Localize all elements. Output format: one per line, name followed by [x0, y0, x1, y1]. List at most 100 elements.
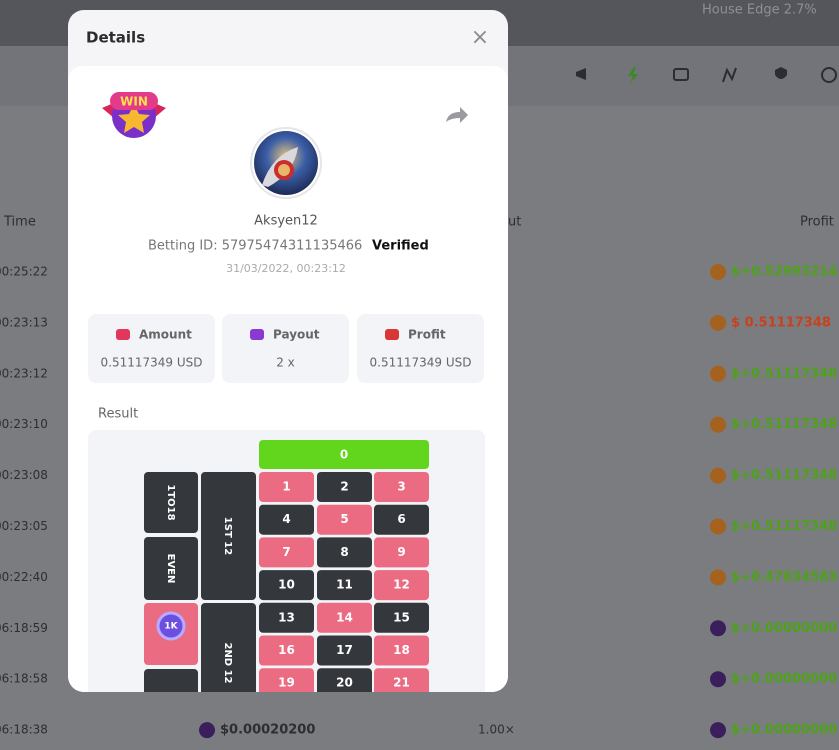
row-profit: $+0.47834583: [731, 570, 837, 585]
number-cell: [317, 570, 372, 601]
stat-value: 2 x: [276, 356, 295, 370]
stat-label: Payout: [273, 328, 320, 342]
number-label: 17: [336, 643, 353, 657]
number-label: 12: [393, 578, 410, 592]
modal-title: Details: [86, 29, 145, 47]
details-modal: Details × WIN Aksyen12 Betting ID: 57975…: [68, 10, 508, 692]
outside-cell: [144, 669, 198, 692]
number-cell: [259, 602, 314, 633]
number-label: 11: [336, 578, 353, 592]
number-cell: [259, 504, 314, 535]
number-label: 7: [282, 545, 290, 559]
number-label: 9: [397, 545, 405, 559]
result-label: Result: [98, 407, 138, 422]
coin-icon: [710, 365, 726, 382]
number-cell: [259, 537, 314, 568]
number-label: 2: [340, 480, 348, 494]
coin-icon: [710, 467, 726, 484]
verified: Verified: [372, 239, 429, 254]
number-label: 18: [393, 643, 410, 657]
coin-icon: [710, 416, 726, 433]
coin-icon: [199, 722, 215, 739]
row-time: 00:23:13: [0, 315, 48, 329]
number-cell: [374, 602, 429, 633]
row-profit: $+0.51117348: [731, 468, 837, 483]
row-profit: $+0.51117348: [731, 519, 837, 534]
row-time: 00:23:05: [0, 519, 48, 533]
betting-id: Betting ID: 57975474311135466: [148, 239, 362, 254]
number-label: 21: [393, 676, 410, 690]
coin-icon: [710, 518, 726, 535]
badge-text: WIN: [120, 95, 148, 109]
number-label: 16: [278, 643, 295, 657]
stats: Amount 0.51117349 USD Payout 2 x Profit 0.511…: [88, 314, 484, 383]
row-time: 06:18:38: [0, 723, 48, 737]
number-cell: [259, 668, 314, 692]
number-label: 3: [397, 480, 405, 494]
stat-icon: [385, 329, 399, 340]
row-time: 00:22:40: [0, 570, 48, 584]
col-profit: Profit: [800, 215, 834, 230]
username: Aksyen12: [254, 214, 318, 229]
number-label: 4: [282, 512, 290, 526]
coin-icon: [710, 671, 726, 688]
number-label: 19: [278, 676, 295, 690]
row-profit: $+0.00000000: [731, 723, 837, 738]
chip-label: 1K: [164, 622, 178, 632]
stat-card: [88, 314, 215, 383]
row-time: 00:23:10: [0, 417, 48, 431]
row-profit: $ 0.51117348: [731, 315, 831, 330]
number-label: 15: [393, 610, 410, 624]
number-label: 13: [278, 610, 295, 624]
close-button[interactable]: ×: [471, 25, 489, 50]
stat-value: 0.51117349 USD: [101, 356, 203, 370]
coin-icon: [710, 569, 726, 586]
row-time: 00:23:08: [0, 468, 48, 482]
side-label: 1TO18: [165, 484, 176, 520]
number-cell: [374, 472, 429, 502]
number-label: 6: [397, 512, 405, 526]
bet-date: 31/03/2022, 00:23:12: [226, 262, 346, 275]
number-cell: [374, 537, 429, 568]
dozen-cell: [201, 603, 256, 692]
number-cell: [317, 635, 372, 666]
row-time: 00:25:22: [0, 265, 48, 279]
row-profit: $+0.51117348: [731, 366, 837, 381]
share-icon[interactable]: [446, 107, 468, 123]
last-bet: $0.00020200: [220, 723, 315, 738]
number-label: 14: [336, 610, 353, 624]
coin-icon: [710, 314, 726, 331]
number-label: 20: [336, 676, 353, 690]
number-cell: [317, 602, 372, 633]
zero-cell: [259, 440, 429, 469]
stat-icon: [116, 329, 130, 340]
side-label: EVEN: [165, 554, 176, 584]
row-time: 06:18:59: [0, 621, 48, 635]
coin-icon: [710, 722, 726, 739]
stat-value: 0.51117349 USD: [370, 356, 472, 370]
number-cell: [374, 635, 429, 666]
col-payout: ut: [508, 215, 521, 230]
outside-cell: [144, 472, 198, 533]
stat-icon: [250, 329, 264, 340]
number-cell: [374, 504, 429, 535]
row-profit: $+0.51117348: [731, 417, 837, 432]
stat-card: [222, 314, 349, 383]
stat-card: [357, 314, 484, 383]
number-cell: [259, 472, 314, 502]
row-profit: $+0.00000000: [731, 672, 837, 687]
col-time: Time: [3, 215, 36, 230]
number-label: 10: [278, 578, 295, 592]
row-profit: $+0.52993214: [731, 265, 837, 280]
number-cell: [317, 504, 372, 535]
number-cell: [317, 472, 372, 502]
side-label: 2ND 12: [222, 642, 233, 683]
coin-icon: [710, 620, 726, 637]
row-time: 06:18:58: [0, 672, 48, 686]
number-cell: [259, 570, 314, 601]
chip: [156, 611, 186, 641]
stat-label: Amount: [139, 328, 192, 342]
